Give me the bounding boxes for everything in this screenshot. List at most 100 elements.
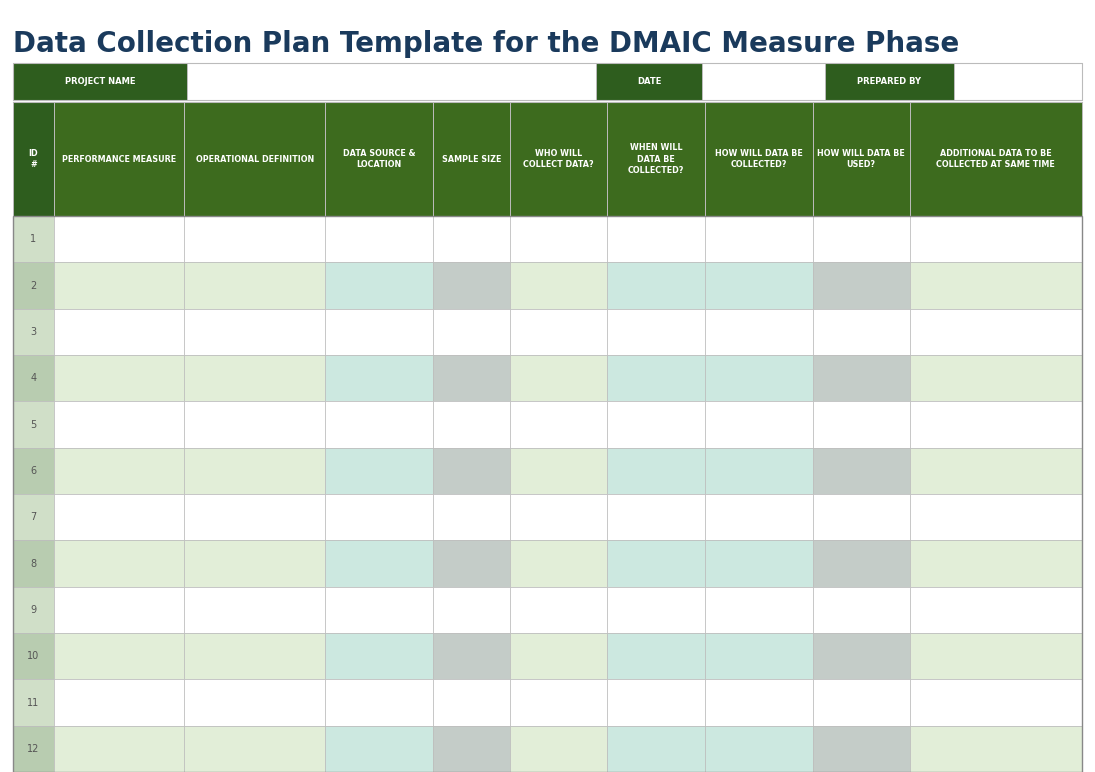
- FancyBboxPatch shape: [812, 262, 910, 309]
- FancyBboxPatch shape: [325, 633, 434, 679]
- FancyBboxPatch shape: [910, 102, 1082, 216]
- FancyBboxPatch shape: [910, 309, 1082, 355]
- Text: Data Collection Plan Template for the DMAIC Measure Phase: Data Collection Plan Template for the DM…: [13, 30, 959, 58]
- FancyBboxPatch shape: [812, 726, 910, 772]
- FancyBboxPatch shape: [510, 102, 608, 216]
- Text: 1: 1: [31, 235, 36, 244]
- FancyBboxPatch shape: [434, 216, 510, 262]
- FancyBboxPatch shape: [608, 355, 704, 401]
- FancyBboxPatch shape: [910, 401, 1082, 448]
- FancyBboxPatch shape: [704, 587, 812, 633]
- Text: 6: 6: [31, 466, 36, 476]
- Text: OPERATIONAL DEFINITION: OPERATIONAL DEFINITION: [196, 154, 314, 164]
- Text: ADDITIONAL DATA TO BE
COLLECTED AT SAME TIME: ADDITIONAL DATA TO BE COLLECTED AT SAME …: [936, 149, 1056, 169]
- FancyBboxPatch shape: [13, 262, 54, 309]
- FancyBboxPatch shape: [184, 633, 325, 679]
- FancyBboxPatch shape: [54, 679, 184, 726]
- FancyBboxPatch shape: [704, 216, 812, 262]
- Text: ID
#: ID #: [28, 149, 38, 169]
- FancyBboxPatch shape: [434, 726, 510, 772]
- FancyBboxPatch shape: [184, 587, 325, 633]
- Text: 2: 2: [31, 281, 36, 290]
- FancyBboxPatch shape: [608, 633, 704, 679]
- FancyBboxPatch shape: [325, 540, 434, 587]
- FancyBboxPatch shape: [510, 448, 608, 494]
- FancyBboxPatch shape: [184, 262, 325, 309]
- FancyBboxPatch shape: [812, 633, 910, 679]
- FancyBboxPatch shape: [704, 494, 812, 540]
- FancyBboxPatch shape: [13, 309, 54, 355]
- FancyBboxPatch shape: [704, 309, 812, 355]
- FancyBboxPatch shape: [704, 102, 812, 216]
- FancyBboxPatch shape: [434, 679, 510, 726]
- FancyBboxPatch shape: [434, 540, 510, 587]
- FancyBboxPatch shape: [704, 262, 812, 309]
- FancyBboxPatch shape: [608, 540, 704, 587]
- FancyBboxPatch shape: [325, 309, 434, 355]
- FancyBboxPatch shape: [910, 540, 1082, 587]
- FancyBboxPatch shape: [325, 401, 434, 448]
- FancyBboxPatch shape: [510, 355, 608, 401]
- FancyBboxPatch shape: [608, 587, 704, 633]
- Text: HOW WILL DATA BE
USED?: HOW WILL DATA BE USED?: [817, 149, 906, 169]
- FancyBboxPatch shape: [184, 679, 325, 726]
- FancyBboxPatch shape: [704, 633, 812, 679]
- FancyBboxPatch shape: [910, 262, 1082, 309]
- FancyBboxPatch shape: [704, 401, 812, 448]
- FancyBboxPatch shape: [13, 355, 54, 401]
- Text: WHEN WILL
DATA BE
COLLECTED?: WHEN WILL DATA BE COLLECTED?: [627, 144, 684, 174]
- FancyBboxPatch shape: [910, 679, 1082, 726]
- FancyBboxPatch shape: [184, 540, 325, 587]
- Text: 12: 12: [27, 744, 39, 753]
- FancyBboxPatch shape: [184, 494, 325, 540]
- FancyBboxPatch shape: [434, 401, 510, 448]
- FancyBboxPatch shape: [434, 262, 510, 309]
- Text: PREPARED BY: PREPARED BY: [857, 77, 922, 86]
- FancyBboxPatch shape: [608, 309, 704, 355]
- FancyBboxPatch shape: [608, 102, 704, 216]
- FancyBboxPatch shape: [510, 587, 608, 633]
- FancyBboxPatch shape: [54, 309, 184, 355]
- FancyBboxPatch shape: [812, 401, 910, 448]
- FancyBboxPatch shape: [325, 494, 434, 540]
- Text: 4: 4: [31, 374, 36, 383]
- FancyBboxPatch shape: [910, 355, 1082, 401]
- FancyBboxPatch shape: [325, 216, 434, 262]
- FancyBboxPatch shape: [325, 679, 434, 726]
- FancyBboxPatch shape: [434, 355, 510, 401]
- FancyBboxPatch shape: [812, 216, 910, 262]
- FancyBboxPatch shape: [510, 726, 608, 772]
- Text: PERFORMANCE MEASURE: PERFORMANCE MEASURE: [62, 154, 176, 164]
- FancyBboxPatch shape: [434, 309, 510, 355]
- FancyBboxPatch shape: [812, 102, 910, 216]
- FancyBboxPatch shape: [510, 401, 608, 448]
- FancyBboxPatch shape: [510, 679, 608, 726]
- Text: 10: 10: [27, 652, 39, 661]
- FancyBboxPatch shape: [184, 102, 325, 216]
- FancyBboxPatch shape: [704, 540, 812, 587]
- FancyBboxPatch shape: [510, 309, 608, 355]
- FancyBboxPatch shape: [325, 448, 434, 494]
- Text: 3: 3: [31, 327, 36, 337]
- FancyBboxPatch shape: [510, 262, 608, 309]
- Text: 5: 5: [31, 420, 36, 429]
- FancyBboxPatch shape: [510, 216, 608, 262]
- FancyBboxPatch shape: [703, 63, 826, 100]
- FancyBboxPatch shape: [812, 587, 910, 633]
- Text: SAMPLE SIZE: SAMPLE SIZE: [442, 154, 502, 164]
- Text: WHO WILL
COLLECT DATA?: WHO WILL COLLECT DATA?: [523, 149, 593, 169]
- FancyBboxPatch shape: [510, 494, 608, 540]
- FancyBboxPatch shape: [910, 448, 1082, 494]
- FancyBboxPatch shape: [13, 102, 54, 216]
- FancyBboxPatch shape: [954, 63, 1082, 100]
- FancyBboxPatch shape: [13, 494, 54, 540]
- Text: DATA SOURCE &
LOCATION: DATA SOURCE & LOCATION: [343, 149, 415, 169]
- FancyBboxPatch shape: [910, 216, 1082, 262]
- FancyBboxPatch shape: [13, 448, 54, 494]
- FancyBboxPatch shape: [184, 726, 325, 772]
- FancyBboxPatch shape: [608, 262, 704, 309]
- Text: 11: 11: [27, 698, 39, 707]
- FancyBboxPatch shape: [910, 494, 1082, 540]
- FancyBboxPatch shape: [13, 633, 54, 679]
- FancyBboxPatch shape: [510, 540, 608, 587]
